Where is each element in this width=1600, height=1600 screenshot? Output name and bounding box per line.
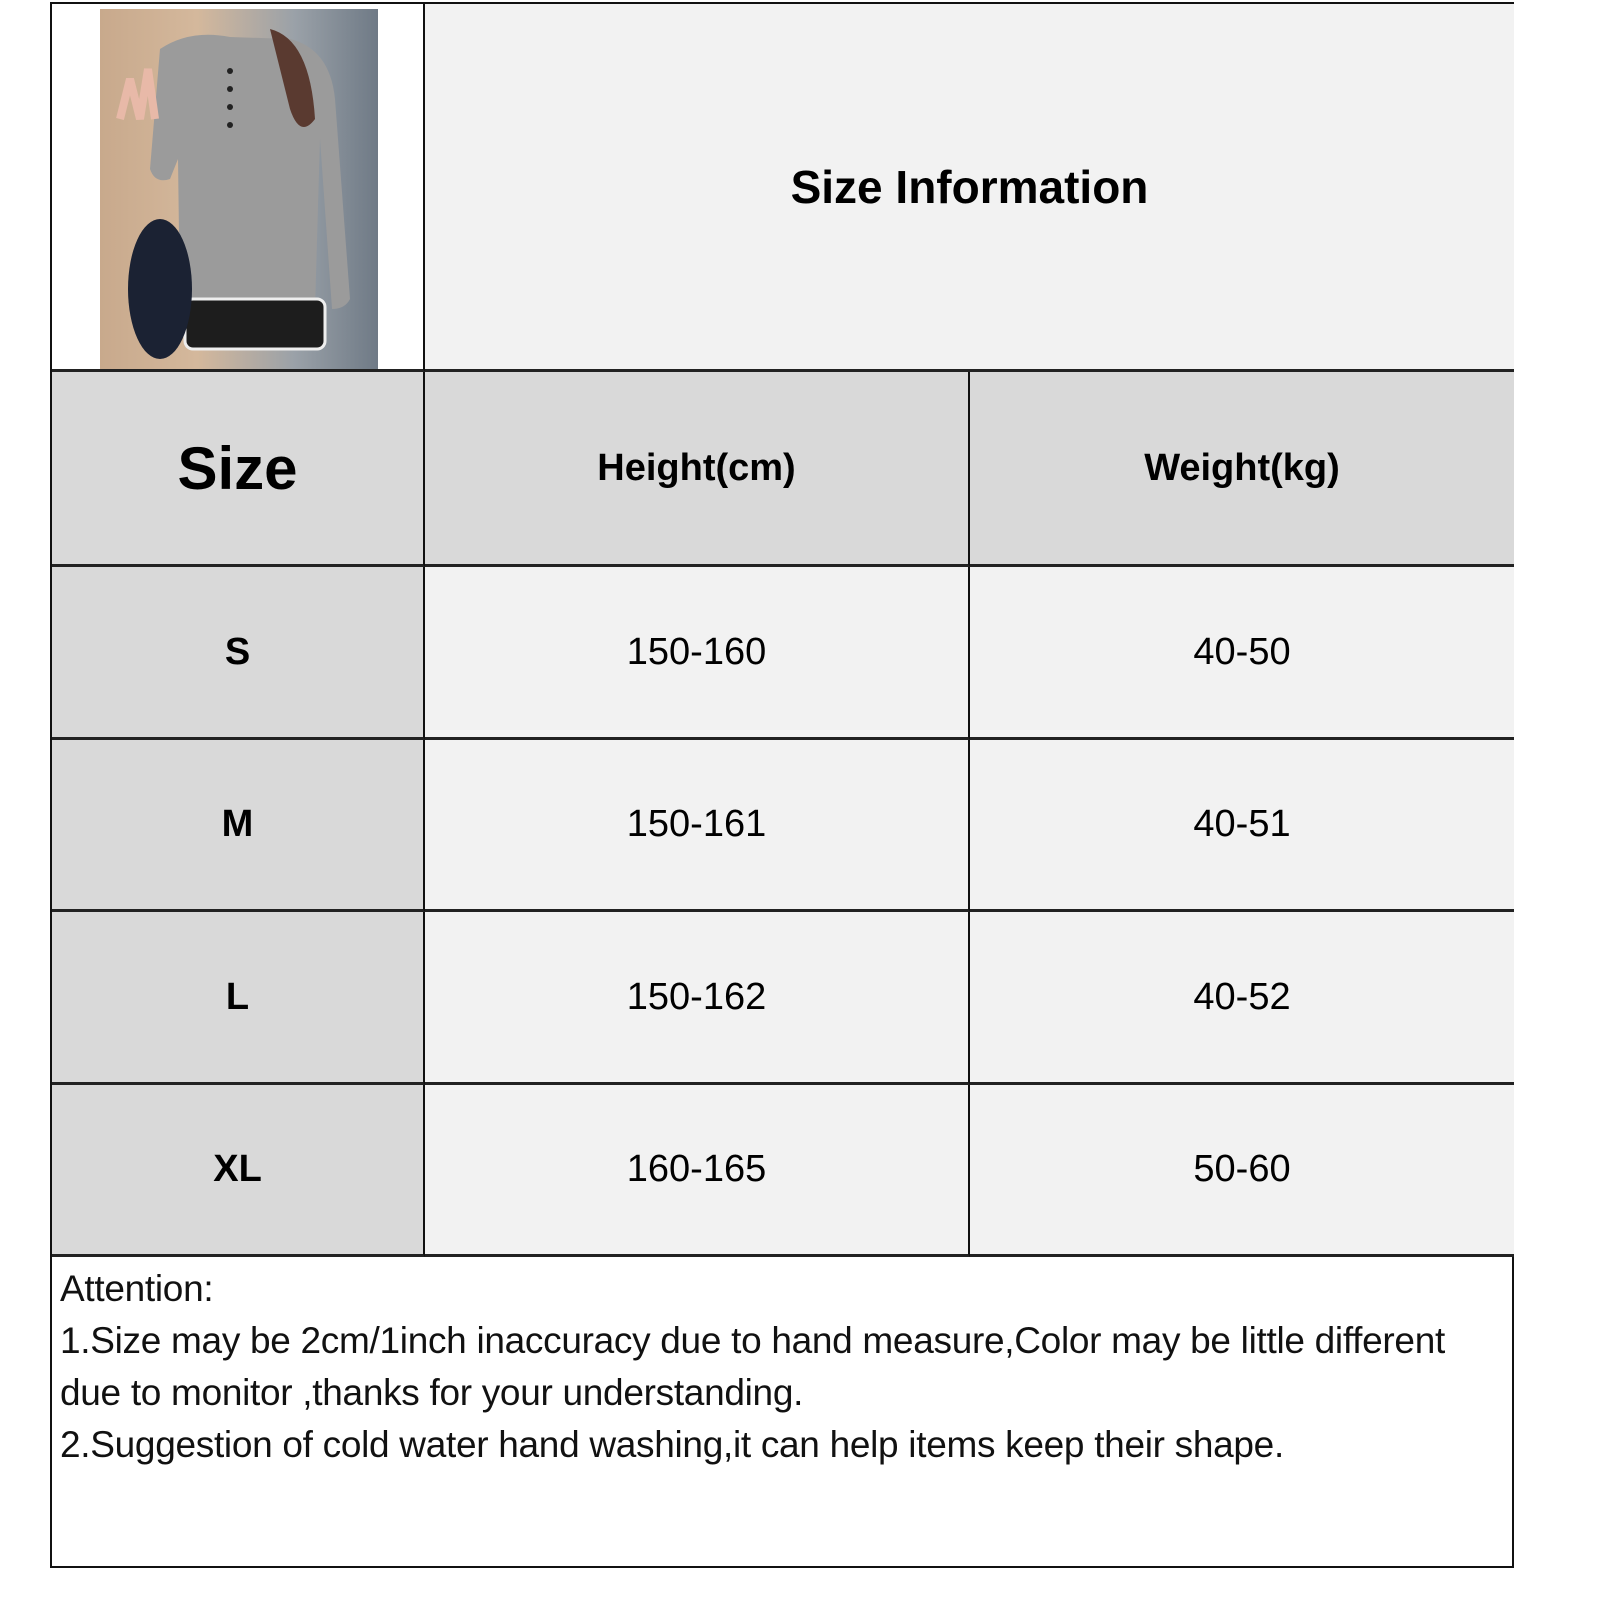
header-height: Height(cm)	[425, 372, 970, 567]
size-cell: S	[52, 567, 425, 740]
header-size: Size	[52, 372, 425, 567]
header-weight: Weight(kg)	[970, 372, 1514, 567]
attention-notes: Attention: 1.Size may be 2cm/1inch inacc…	[52, 1257, 1512, 1477]
weight-cell: 40-52	[970, 912, 1514, 1085]
size-cell: M	[52, 740, 425, 912]
notes-heading: Attention:	[60, 1268, 214, 1309]
size-cell: XL	[52, 1085, 425, 1257]
size-cell: L	[52, 912, 425, 1085]
product-photo	[100, 9, 378, 369]
weight-cell: 40-51	[970, 740, 1514, 912]
weight-cell: 50-60	[970, 1085, 1514, 1257]
height-cell: 150-160	[425, 567, 970, 740]
product-photo-cell	[52, 4, 425, 372]
height-cell: 150-161	[425, 740, 970, 912]
note-2: 2.Suggestion of cold water hand washing,…	[60, 1424, 1284, 1465]
height-cell: 150-162	[425, 912, 970, 1085]
size-chart: Size Information Size Height(cm) Weight(…	[50, 2, 1514, 1568]
weight-cell: 40-50	[970, 567, 1514, 740]
note-1: 1.Size may be 2cm/1inch inaccuracy due t…	[60, 1320, 1445, 1413]
chart-title: Size Information	[425, 4, 1514, 372]
height-cell: 160-165	[425, 1085, 970, 1257]
